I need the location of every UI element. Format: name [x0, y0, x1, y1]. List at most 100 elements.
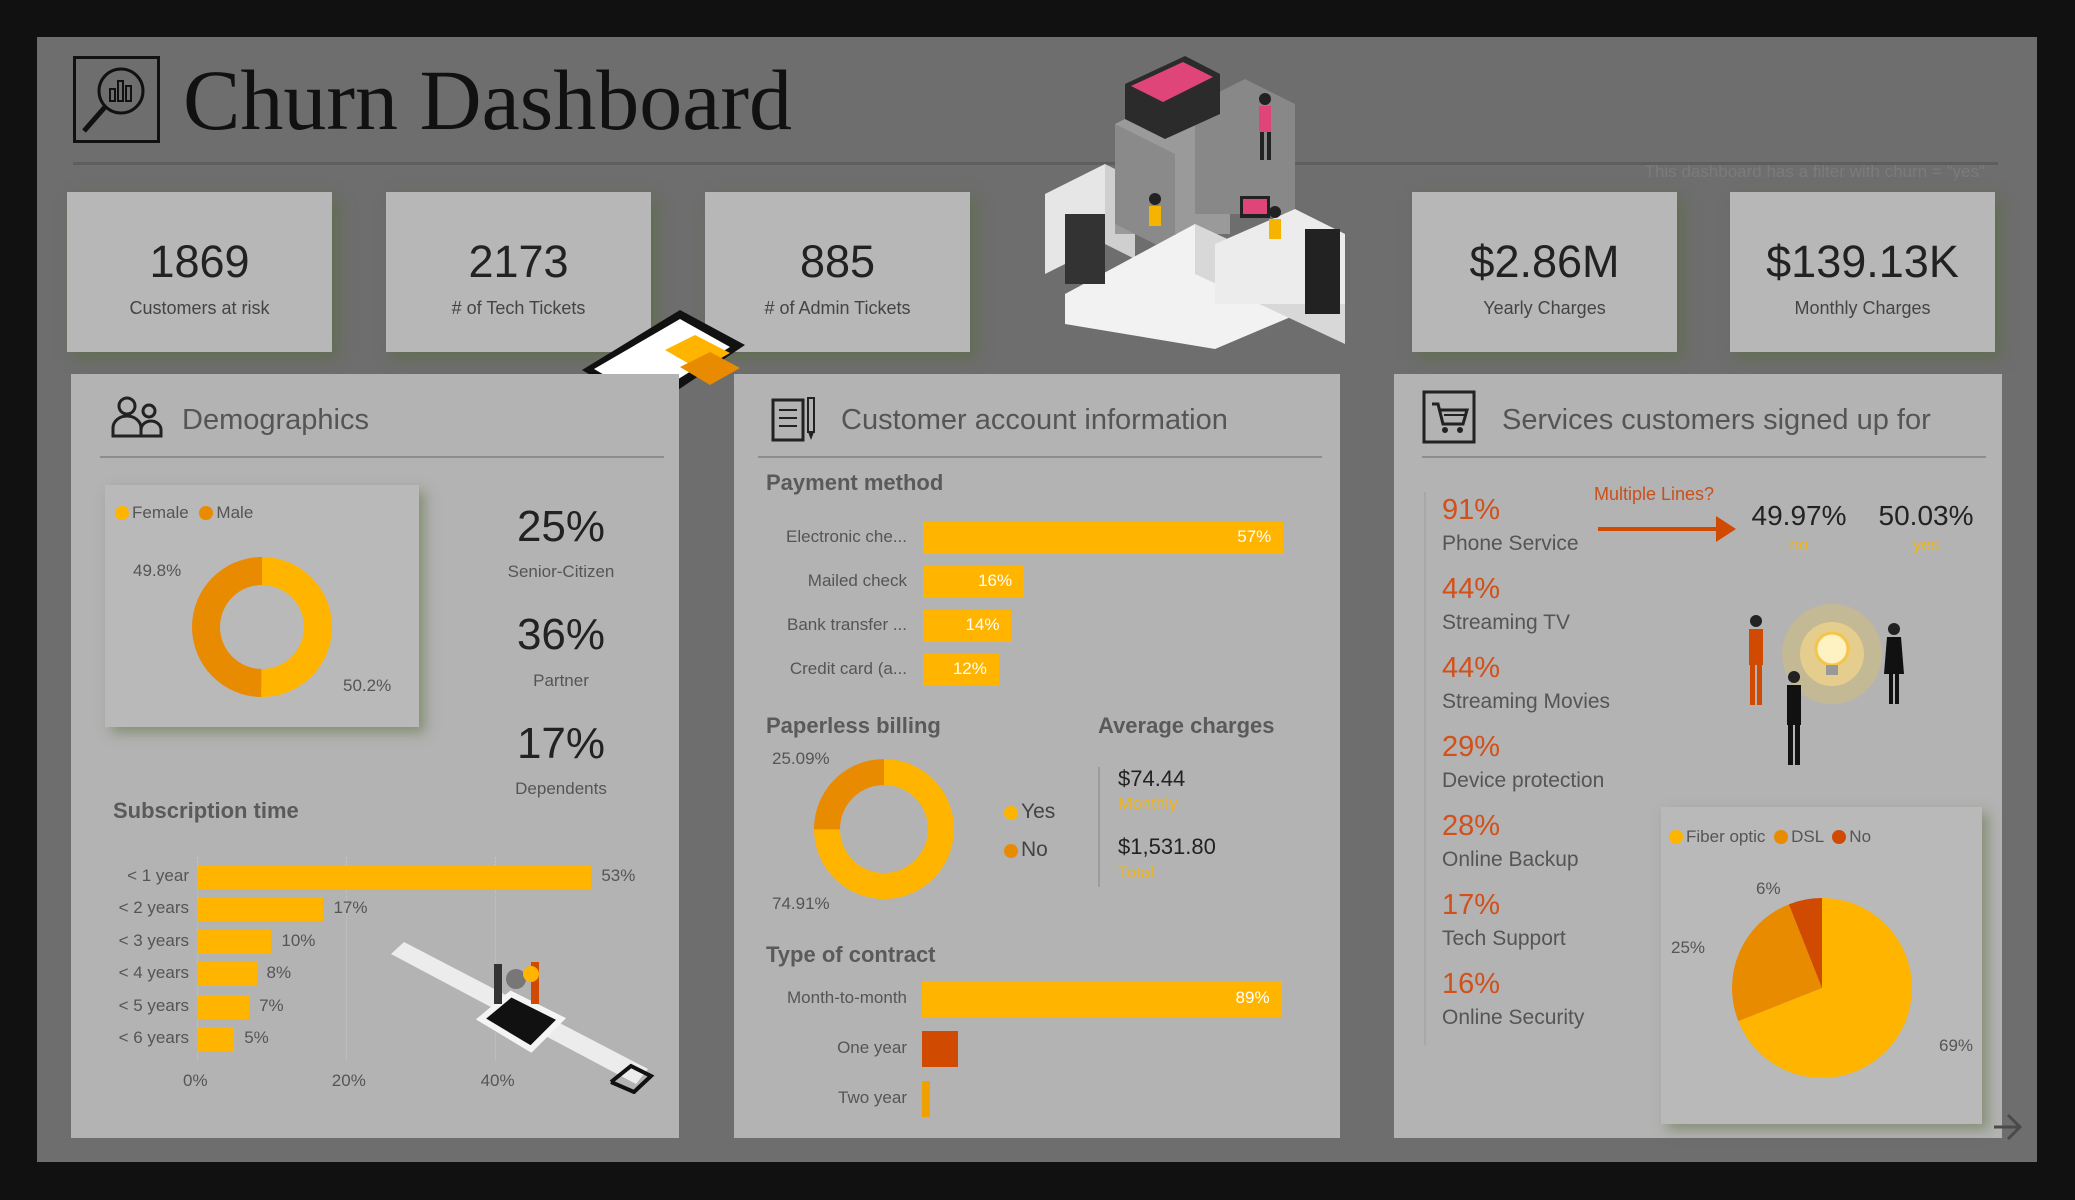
bar-value-label: 10% — [281, 930, 316, 950]
services-divider — [1424, 492, 1426, 1045]
account-panel: Customer account information Payment met… — [734, 374, 1340, 1138]
multiple-lines-no-value: 49.97% — [1751, 500, 1847, 531]
pie-label-no: 6% — [1756, 879, 1781, 898]
bar — [197, 865, 592, 889]
stat-senior-value: 25% — [516, 502, 606, 551]
bar — [923, 654, 999, 686]
avg-divider — [1098, 767, 1100, 887]
kpi-monthly-charges: $139.13K Monthly Charges — [1730, 192, 1995, 352]
internet-legend: Fiber optic DSL No — [1669, 827, 1871, 847]
subscription-bar-chart: < 1 year 53% < 2 years 17% < 3 years 10% < 4 y… — [71, 374, 679, 1138]
bar-value-label: 89% — [1235, 988, 1270, 1007]
multiple-lines-question: Multiple Lines? — [1594, 484, 1715, 504]
bar — [197, 994, 250, 1019]
multiple-lines-no-label: no — [1789, 535, 1809, 554]
legend-male: Male — [216, 503, 254, 522]
gender-donut-card: Female Male 49.8% 50.2% — [105, 485, 419, 727]
shopping-cart-icon — [1422, 390, 1476, 444]
subscription-title: Subscription time — [113, 798, 299, 823]
slice-male — [192, 557, 262, 697]
service-label: Tech Support — [1442, 927, 1566, 950]
x-tick-label: 0% — [183, 1071, 208, 1090]
legend-no-label: No — [1021, 838, 1048, 861]
service-percent: 44% — [1442, 652, 1501, 684]
service-percent: 17% — [1442, 889, 1501, 921]
service-label: Streaming Movies — [1442, 690, 1611, 713]
donut-label-female: 50.2% — [343, 676, 392, 695]
legend-yes-label: Yes — [1021, 800, 1056, 823]
bar — [923, 566, 1025, 598]
bar-category-label: Month-to-month — [787, 988, 907, 1007]
bar-category-label: < 2 years — [118, 898, 189, 918]
service-label: Streaming TV — [1442, 611, 1570, 634]
magnifier-chart-icon — [73, 56, 160, 143]
bar-category-label: < 1 year — [127, 866, 189, 885]
slice-dsl — [1732, 904, 1822, 1022]
gridline — [197, 857, 198, 1062]
bar — [923, 522, 1284, 554]
bar-category-label: < 5 years — [118, 995, 189, 1015]
kpi-label: # of Tech Tickets — [451, 298, 586, 318]
bar — [922, 981, 1282, 1017]
panel-title: Customer account information — [841, 404, 1228, 436]
kpi-value: $2.86M — [1469, 236, 1620, 287]
watch-illustration — [391, 942, 655, 1094]
legend-no: No — [1849, 827, 1872, 846]
kpi-tech-tickets: 2173 # of Tech Tickets — [386, 192, 651, 352]
slice-no — [814, 759, 884, 830]
bar — [922, 1081, 931, 1117]
kpi-label: Yearly Charges — [1483, 298, 1606, 318]
office-illustration — [1045, 56, 1345, 349]
donut-label-yes: 74.91% — [772, 894, 830, 913]
service-label: Phone Service — [1442, 532, 1579, 555]
bar-value-label: 57% — [1237, 527, 1272, 546]
service-label: Online Security — [1442, 1006, 1585, 1029]
stat-dependents-value: 17% — [516, 719, 606, 768]
users-icon — [111, 396, 163, 438]
bar-value-label: 5% — [244, 1028, 269, 1047]
bar-category-label: < 6 years — [118, 1028, 189, 1047]
service-percent: 91% — [1442, 494, 1501, 526]
avg-monthly-label: Monthly — [1118, 794, 1178, 813]
next-page-arrow-icon[interactable] — [1992, 1112, 2024, 1142]
legend-dot-fiber — [1669, 830, 1683, 844]
multiple-lines-yes-label: yes — [1912, 535, 1940, 554]
kpi-value: 885 — [799, 236, 876, 287]
arrow-right-icon — [1598, 516, 1736, 542]
legend-dot-no — [1832, 830, 1847, 844]
panel-divider — [1422, 456, 1986, 458]
legend-dot-yes — [1004, 806, 1018, 820]
gridline — [345, 857, 347, 1062]
kpi-value: 1869 — [149, 236, 250, 287]
multiple-lines-yes-value: 50.03% — [1878, 500, 1974, 531]
x-tick-label: 20% — [331, 1071, 366, 1090]
service-percent: 28% — [1442, 810, 1501, 842]
panel-title: Services customers signed up for — [1502, 404, 1931, 436]
kpi-label: Monthly Charges — [1794, 298, 1931, 318]
pie-label-dsl: 25% — [1671, 938, 1706, 957]
stat-partner-label: Partner — [533, 671, 589, 690]
kpi-customers-at-risk: 1869 Customers at risk — [67, 192, 332, 352]
legend-yes: Yes — [1004, 800, 1055, 824]
bar-value-label: 16% — [978, 571, 1013, 590]
bar-category-label: One year — [837, 1038, 907, 1057]
bar-category-label: Credit card (a... — [789, 659, 907, 678]
filter-note: This dashboard has a filter with churn =… — [1644, 162, 1985, 181]
bar-category-label: Mailed check — [807, 571, 907, 590]
slice-yes — [814, 759, 954, 899]
legend-dot-male — [199, 506, 214, 520]
kpi-label: # of Admin Tickets — [764, 298, 911, 318]
slice-fiber-optic — [1738, 898, 1912, 1078]
bar-value-label: 12% — [952, 659, 987, 678]
payment-method-title: Payment method — [766, 470, 944, 495]
x-tick-label: 40% — [480, 1071, 515, 1090]
panel-divider — [100, 456, 664, 458]
paperless-billing-title: Paperless billing — [766, 713, 941, 738]
service-percent: 29% — [1442, 731, 1501, 763]
avg-monthly-value: $74.44 — [1118, 766, 1186, 791]
title-divider — [73, 162, 1998, 165]
internet-pie-card: Fiber optic DSL No 6% 25% 69% — [1661, 807, 1982, 1124]
avg-total-value: $1,531.80 — [1118, 834, 1216, 859]
avg-total-label: Total — [1118, 863, 1154, 882]
average-charges-title: Average charges — [1098, 713, 1275, 738]
